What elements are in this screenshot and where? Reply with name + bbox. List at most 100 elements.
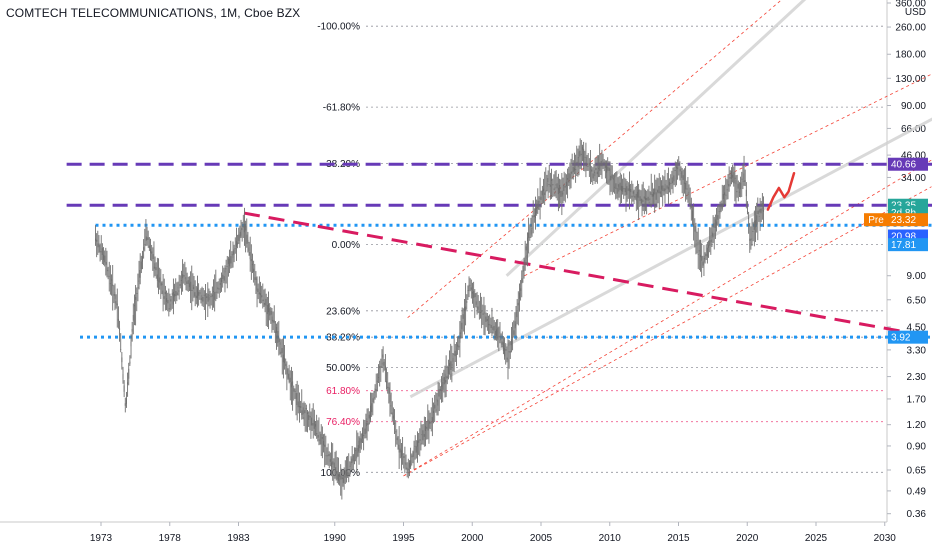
candle-body	[127, 382, 129, 385]
candle-body	[298, 406, 300, 408]
channel-line	[403, 159, 932, 477]
candle-body	[536, 205, 538, 214]
candle-body	[562, 192, 564, 195]
candle-body	[675, 166, 677, 169]
candle-body	[545, 190, 547, 193]
candle-body	[435, 409, 437, 411]
fib-level-label: 23.60%	[326, 306, 360, 317]
candle-body	[115, 301, 117, 304]
candle-body	[251, 263, 253, 266]
candle-body	[724, 192, 726, 196]
candle-body	[642, 199, 644, 203]
candle-body	[143, 247, 145, 250]
candle-body	[690, 205, 692, 208]
candle-body	[413, 447, 415, 453]
candle-body	[702, 261, 704, 266]
candle-body	[504, 348, 506, 357]
candle-body	[580, 153, 582, 156]
candle-body	[269, 308, 271, 316]
candle-body	[246, 234, 248, 244]
candle-body	[339, 474, 341, 477]
x-tick-label: 1973	[90, 533, 113, 544]
candle-body	[130, 341, 132, 347]
candle-body	[256, 278, 258, 291]
candle-body	[407, 468, 409, 471]
candle-body	[750, 239, 752, 241]
candle-body	[610, 175, 612, 181]
candle-body	[708, 244, 710, 248]
candle-body	[611, 174, 613, 179]
candle-body	[403, 456, 405, 458]
candle-body	[630, 188, 632, 193]
candle-body	[488, 324, 490, 326]
candle-body	[420, 443, 422, 446]
candle-body	[475, 301, 477, 305]
candle-body	[208, 296, 210, 301]
price-badge-label: 40.66	[891, 160, 916, 171]
candle-body	[292, 381, 294, 386]
candle-body	[175, 291, 177, 297]
candle-body	[614, 186, 616, 188]
candle-body	[331, 462, 333, 468]
candle-body	[682, 175, 684, 180]
candle-body	[633, 191, 635, 198]
candle-body	[156, 274, 158, 281]
candle-body	[458, 345, 460, 348]
candle-body	[237, 242, 239, 245]
candle-body	[113, 294, 115, 296]
candle-body	[319, 440, 321, 442]
candle-body	[226, 266, 228, 267]
candle-body	[103, 254, 105, 261]
price-badge-prefix	[864, 213, 888, 227]
candle-body	[615, 183, 617, 190]
candle-body	[427, 419, 429, 431]
x-tick-label: 1978	[159, 533, 182, 544]
descending-trendline[interactable]	[243, 211, 932, 339]
candle-body	[106, 268, 108, 272]
candle-body	[368, 414, 370, 419]
candle-body	[498, 335, 500, 338]
candle-body	[722, 194, 724, 200]
candle-body	[337, 473, 339, 482]
channel-line	[407, 0, 782, 319]
candle-body	[577, 157, 579, 168]
candle-body	[719, 205, 721, 214]
candle-body	[532, 216, 534, 218]
candle-body	[640, 198, 642, 204]
candle-body	[123, 385, 125, 392]
candle-body	[394, 422, 396, 424]
candle-body	[538, 200, 540, 203]
candle-body	[671, 177, 673, 184]
candle-body	[459, 332, 461, 343]
candle-body	[537, 200, 539, 210]
candle-body	[638, 189, 640, 198]
x-tick-label: 2030	[874, 533, 897, 544]
candle-body	[626, 186, 628, 195]
candle-body	[295, 393, 297, 400]
candle-body	[109, 283, 111, 285]
y-unit-label: USD	[905, 7, 926, 18]
candle-body	[254, 277, 256, 281]
candle-body	[98, 245, 100, 247]
candle-body	[287, 374, 289, 378]
candle-body	[635, 193, 637, 201]
candle-body	[311, 418, 313, 426]
candle-body	[585, 156, 587, 163]
candle-body	[513, 330, 515, 335]
candle-body	[169, 303, 171, 310]
candle-body	[696, 240, 698, 242]
candle-body	[512, 336, 514, 338]
candle-body	[444, 373, 446, 384]
candle-body	[188, 283, 190, 288]
candle-body	[95, 238, 96, 241]
candle-body	[193, 286, 195, 290]
candle-body	[549, 184, 551, 187]
candle-body	[154, 263, 156, 269]
candle-body	[238, 234, 240, 241]
candle-body	[449, 363, 451, 367]
projection-path[interactable]	[766, 171, 796, 211]
candle-body	[578, 151, 580, 158]
candle-body	[131, 328, 133, 332]
candle-body	[289, 377, 291, 383]
